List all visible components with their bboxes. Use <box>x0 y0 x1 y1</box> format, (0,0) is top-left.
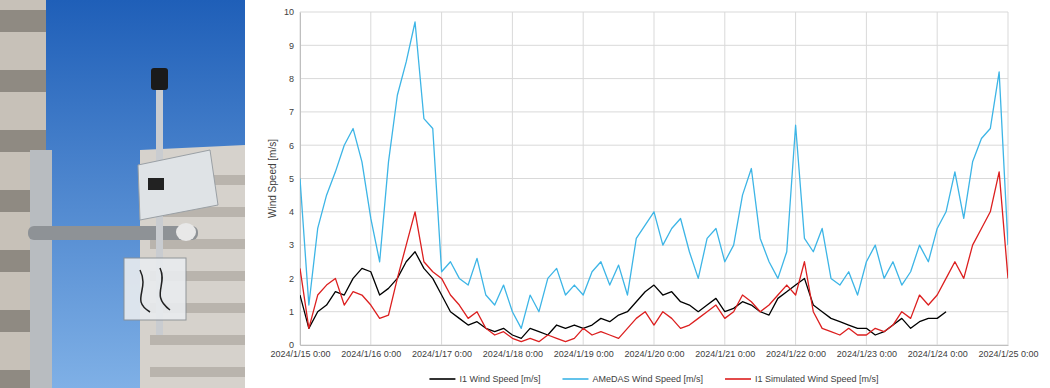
tick-label: 2024/1/21 0:00 <box>695 349 755 359</box>
pole <box>30 150 52 388</box>
sky <box>0 0 245 388</box>
grid <box>300 12 1008 345</box>
grid-line <box>866 12 867 345</box>
tick-label: 2024/1/24 0:00 <box>908 349 968 359</box>
tick: 2024/1/17 0:00 <box>412 345 472 359</box>
tick: 2024/1/21 0:00 <box>695 345 755 359</box>
tick: 4 <box>289 207 300 217</box>
tick-label: 2024/1/23 0:00 <box>837 349 897 359</box>
camera <box>176 223 196 241</box>
tick: 2024/1/19 0:00 <box>554 345 614 359</box>
tick: 1 <box>289 307 300 317</box>
tick: 2024/1/15 0:00 <box>270 345 330 359</box>
series-line <box>300 172 1008 342</box>
window <box>0 70 46 92</box>
grid-line <box>370 12 371 345</box>
window-band <box>150 239 245 249</box>
sensor <box>151 68 168 90</box>
legend: I1 Wind Speed [m/s] AMeDAS Wind Speed [m/… <box>429 374 878 384</box>
tick-label: 2024/1/25 0:00 <box>978 349 1038 359</box>
photo <box>0 0 245 388</box>
legend-swatch <box>562 378 588 380</box>
legend-label: I1 Wind Speed [m/s] <box>459 374 540 384</box>
tick-label: 2024/1/18 0:00 <box>483 349 543 359</box>
tick: 6 <box>289 141 300 151</box>
arm <box>28 226 198 240</box>
window <box>0 130 46 152</box>
x-axis: 2024/1/15 0:00 2024/1/16 0:00 2024/1/17 0:… <box>270 345 1038 359</box>
tick-label: 2024/1/19 0:00 <box>554 349 614 359</box>
tick: 10 <box>284 7 300 17</box>
tick-label: 2024/1/17 0:00 <box>412 349 472 359</box>
tick-label: 10 <box>284 7 294 17</box>
tick-label: 4 <box>289 207 294 217</box>
tick-label: 6 <box>289 141 294 151</box>
panel-part <box>148 178 164 190</box>
legend-label: I1 Simulated Wind Speed [m/s] <box>755 374 879 384</box>
tick: 5 <box>289 174 300 184</box>
grid-line <box>724 12 725 345</box>
cables <box>140 268 170 312</box>
enclosure <box>124 258 186 320</box>
tick-label: 2024/1/16 0:00 <box>341 349 401 359</box>
tick: 9 <box>289 41 300 51</box>
series-line <box>300 252 946 339</box>
tick: 2024/1/20 0:00 <box>624 345 684 359</box>
chart: 2024/1/15 0:00 2024/1/16 0:00 2024/1/17 0:… <box>267 7 1039 384</box>
figure: 2024/1/15 0:00 2024/1/16 0:00 2024/1/17 0:… <box>0 0 1050 388</box>
grid-line <box>654 12 655 345</box>
tick: 2 <box>289 274 300 284</box>
tick: 3 <box>289 240 300 250</box>
tick-label: 2024/1/20 0:00 <box>624 349 684 359</box>
grid-line <box>1008 12 1009 345</box>
legend-item: I1 Simulated Wind Speed [m/s] <box>725 374 879 384</box>
axis-title: Wind Speed [m/s] <box>267 139 278 218</box>
tick-label: 3 <box>289 240 294 250</box>
tick-label: 8 <box>289 74 294 84</box>
tick: 2024/1/23 0:00 <box>837 345 897 359</box>
tick: 2024/1/25 0:00 <box>978 345 1038 359</box>
window-band <box>150 335 245 345</box>
tick-label: 7 <box>289 107 294 117</box>
tick: 2024/1/16 0:00 <box>341 345 401 359</box>
tick-label: 2024/1/22 0:00 <box>766 349 826 359</box>
legend-swatch <box>725 378 751 380</box>
plot-area <box>300 22 1008 342</box>
axis-line <box>301 345 1009 346</box>
tick: 8 <box>289 74 300 84</box>
tick-label: 9 <box>289 41 294 51</box>
legend-swatch <box>429 378 455 380</box>
legend-item: I1 Wind Speed [m/s] <box>429 374 540 384</box>
tick-label: 2 <box>289 274 294 284</box>
tick-label: 2024/1/15 0:00 <box>270 349 330 359</box>
tick: 2024/1/24 0:00 <box>908 345 968 359</box>
tick-label: 0 <box>289 340 294 350</box>
tick-label: 5 <box>289 174 294 184</box>
tick: 7 <box>289 107 300 117</box>
tick-label: 1 <box>289 307 294 317</box>
solar-panel <box>138 150 218 220</box>
window-band <box>150 367 245 377</box>
tick: 0 <box>289 340 300 350</box>
y-axis: 0 1 2 3 4 5 6 7 8 9 10 <box>284 7 301 350</box>
grid-line <box>512 12 513 345</box>
tick: 2024/1/22 0:00 <box>766 345 826 359</box>
legend-label: AMeDAS Wind Speed [m/s] <box>592 374 703 384</box>
legend-item: AMeDAS Wind Speed [m/s] <box>562 374 703 384</box>
tick: 2024/1/18 0:00 <box>483 345 543 359</box>
series-line <box>300 22 1008 328</box>
window <box>0 10 46 32</box>
